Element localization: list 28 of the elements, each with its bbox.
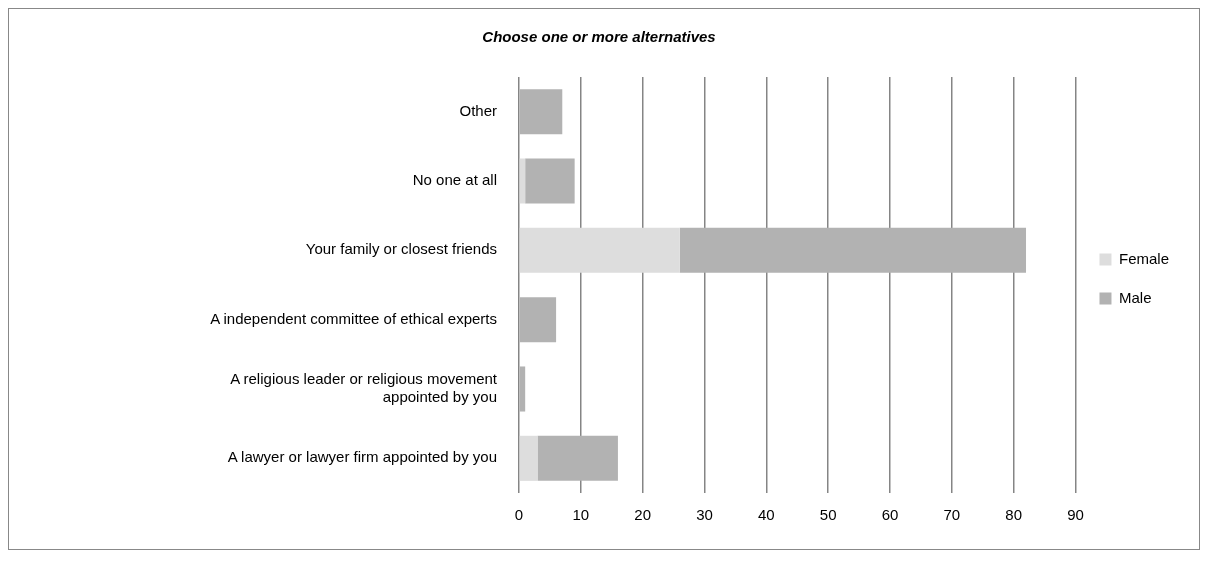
y-tick-label: Your family or closest friends bbox=[305, 240, 497, 258]
y-tick-label: A lawyer or lawyer firm appointed by you bbox=[227, 448, 497, 466]
bar bbox=[519, 227, 680, 273]
x-tick-label: 90 bbox=[1067, 506, 1084, 524]
x-tick-label: 10 bbox=[572, 506, 590, 524]
y-tick-label: No one at all bbox=[412, 171, 497, 189]
legend-label: Female bbox=[1118, 249, 1170, 267]
y-tick-label: A independent committee of ethical experts bbox=[210, 309, 497, 327]
bar bbox=[519, 89, 563, 135]
x-tick-label: 70 bbox=[943, 506, 961, 524]
x-tick-label: 50 bbox=[819, 506, 837, 524]
bar bbox=[519, 366, 526, 412]
x-tick-label: 20 bbox=[634, 506, 652, 524]
bar bbox=[519, 158, 526, 204]
y-tick-label: Other bbox=[459, 101, 497, 119]
bar bbox=[519, 435, 538, 481]
x-tick-label: 80 bbox=[1005, 506, 1022, 524]
x-tick-label: 40 bbox=[757, 506, 775, 524]
x-tick-label: 60 bbox=[881, 506, 899, 524]
chart-title: Choose one or more alternatives bbox=[482, 28, 716, 46]
y-tick-label: A religious leader or religious movement appointed by you bbox=[230, 370, 498, 406]
legend-label: Male bbox=[1118, 288, 1152, 306]
x-tick-label: 30 bbox=[696, 506, 713, 524]
bar bbox=[519, 297, 557, 343]
bar bbox=[537, 435, 618, 481]
bar bbox=[679, 227, 1027, 273]
bar bbox=[525, 158, 575, 204]
x-tick-label: 0 bbox=[514, 506, 524, 524]
